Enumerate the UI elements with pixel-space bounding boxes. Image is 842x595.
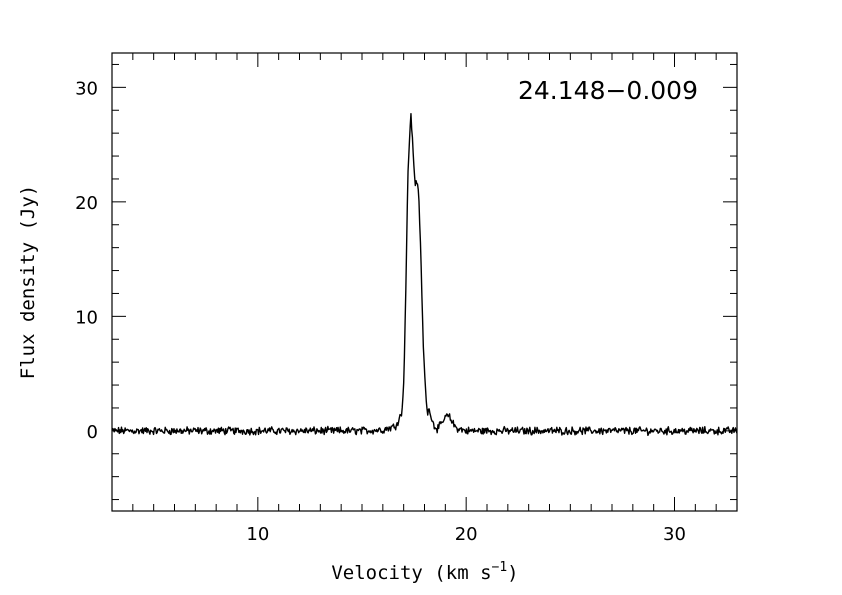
plot-frame: [111, 52, 738, 512]
source-annotation: 24.148−0.009: [518, 76, 698, 105]
x-axis-title-exponent: −1: [492, 560, 508, 575]
y-tick-label: 20: [75, 193, 98, 214]
tick-labels: 10 20 30 0 10 20 30: [75, 78, 686, 545]
x-tick-label: 10: [246, 524, 269, 545]
y-tick-label: 0: [87, 422, 98, 443]
axis-ticks: [111, 53, 738, 511]
x-axis-title-main: Velocity (km s: [331, 562, 491, 584]
x-axis-title-close: ): [507, 562, 518, 584]
y-axis-title: Flux density (Jy): [17, 185, 39, 379]
y-tick-label: 30: [75, 78, 98, 99]
x-tick-label: 20: [455, 524, 478, 545]
y-tick-label: 10: [75, 307, 98, 328]
flux-density-series-line: [111, 113, 738, 437]
x-axis-title: Velocity (km s−1): [331, 560, 518, 584]
x-tick-label: 30: [663, 524, 686, 545]
